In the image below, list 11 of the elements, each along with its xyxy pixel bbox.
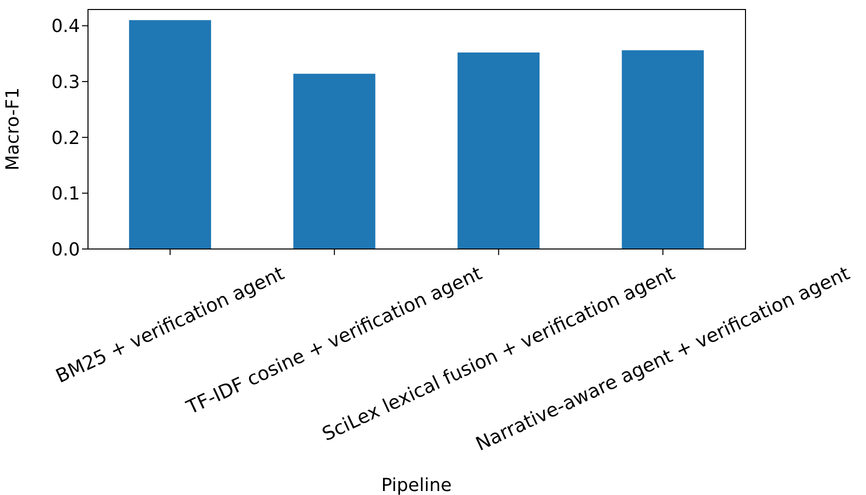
y-tick-label: 0.3 (51, 72, 80, 93)
bar (622, 50, 704, 249)
y-tick-label: 0.0 (51, 239, 80, 260)
bar (458, 52, 540, 249)
x-axis-title: Pipeline (381, 475, 452, 495)
y-axis-title: Macro-F1 (2, 87, 24, 171)
y-tick-label: 0.2 (51, 128, 80, 149)
y-tick-label: 0.4 (51, 16, 80, 38)
y-tick-label: 0.1 (51, 184, 80, 205)
bar (293, 74, 376, 249)
bar (129, 20, 212, 249)
